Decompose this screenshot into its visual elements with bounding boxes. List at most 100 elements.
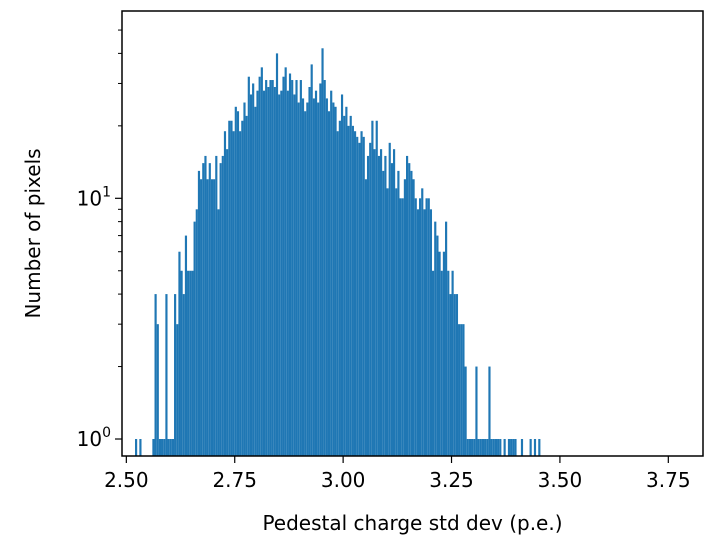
- histogram-bar: [475, 366, 478, 456]
- histogram-bar: [503, 439, 506, 456]
- histogram-bar: [165, 294, 168, 456]
- histogram-bar: [232, 131, 235, 456]
- histogram-bar: [301, 98, 305, 457]
- histogram-bar: [514, 439, 517, 456]
- histogram-bar: [462, 324, 465, 456]
- histogram-bar: [369, 142, 372, 456]
- histogram-bar: [379, 149, 383, 457]
- histogram-bar: [269, 80, 272, 456]
- histogram-bar: [219, 163, 222, 456]
- histogram-bar: [408, 163, 411, 456]
- histogram-bar: [167, 439, 170, 456]
- histogram-bar: [399, 198, 402, 456]
- histogram-bar: [477, 439, 480, 456]
- axes-frame: [121, 10, 704, 457]
- histogram-bar: [284, 67, 287, 456]
- histogram-bar: [184, 235, 188, 456]
- histogram-bar: [382, 170, 385, 456]
- histogram-bar: [429, 209, 433, 456]
- histogram-bar: [347, 125, 350, 456]
- histogram-bar: [156, 324, 159, 456]
- histogram-bar: [464, 366, 467, 456]
- y-tick-label: 100: [77, 425, 111, 451]
- histogram-bar: [412, 179, 415, 456]
- histogram-bar: [169, 439, 172, 456]
- histogram-bar: [330, 90, 333, 457]
- histogram-bar: [215, 155, 218, 457]
- histogram-bar: [247, 76, 250, 457]
- x-tick-label: 3.75: [646, 468, 691, 492]
- histogram-bar: [293, 94, 296, 456]
- histogram-bar: [371, 120, 374, 456]
- histogram-bar: [163, 439, 166, 456]
- histogram-bar: [280, 90, 283, 457]
- histogram-bar: [174, 294, 177, 456]
- histogram-bar: [440, 270, 443, 456]
- histogram-bar: [317, 102, 320, 457]
- y-tick-label: 101: [77, 184, 111, 210]
- histogram-bar: [529, 439, 532, 456]
- histogram-bar: [273, 87, 276, 456]
- histogram-bar: [286, 90, 289, 457]
- histogram-bar: [139, 439, 142, 456]
- histogram-bar: [312, 98, 315, 457]
- histogram-bar: [297, 102, 300, 457]
- histogram-bar: [152, 439, 155, 456]
- x-tick-label: 2.75: [212, 468, 257, 492]
- histogram-bar: [340, 94, 344, 456]
- histogram-bar: [366, 155, 370, 457]
- histogram-bar: [460, 324, 463, 456]
- histogram-bar: [349, 115, 352, 456]
- histogram-bar: [265, 80, 268, 456]
- histogram-bar: [442, 251, 446, 456]
- histogram-bar: [256, 90, 259, 457]
- histogram-bar: [520, 439, 524, 456]
- histogram-bar: [434, 221, 437, 456]
- histogram-bar: [449, 294, 452, 456]
- histogram-bar: [423, 209, 426, 456]
- histogram-bar: [479, 439, 482, 456]
- histogram-bar: [334, 106, 337, 456]
- histogram-bar: [336, 131, 339, 456]
- histogram-bar: [200, 179, 203, 456]
- histogram-bar: [226, 149, 229, 457]
- histogram-bar: [171, 439, 175, 456]
- histogram-bar: [306, 102, 309, 457]
- histogram-bar: [197, 170, 201, 456]
- histogram-bar: [239, 131, 242, 456]
- histogram-bar: [358, 142, 361, 456]
- histogram-bar: [236, 111, 240, 457]
- histogram-bar: [195, 209, 198, 456]
- histogram-bar: [202, 163, 205, 456]
- histogram-bar: [213, 179, 216, 456]
- histogram-bar: [345, 106, 348, 456]
- histogram-bar: [375, 120, 378, 456]
- histogram-bar: [299, 80, 302, 456]
- histogram-bar: [499, 439, 502, 456]
- histogram-bar: [230, 120, 233, 456]
- histogram-bar: [473, 439, 476, 456]
- histogram-bar: [323, 80, 326, 456]
- x-tick-label: 3.25: [429, 468, 474, 492]
- histogram-bar: [158, 439, 162, 456]
- histogram-bar: [481, 439, 485, 456]
- histogram-bar: [180, 270, 183, 456]
- histogram-bar: [397, 170, 400, 456]
- histogram-bar: [414, 198, 417, 456]
- histogram-bar: [471, 439, 474, 456]
- x-axis-label: Pedestal charge std dev (p.e.): [262, 511, 562, 535]
- histogram-bar: [421, 188, 424, 456]
- histogram-bar: [490, 439, 493, 456]
- histogram-bar: [497, 439, 500, 456]
- histogram-bar: [228, 120, 231, 456]
- histogram-bar: [161, 439, 164, 456]
- histogram-bar: [488, 366, 491, 456]
- histogram-bar: [486, 439, 489, 456]
- histogram-bar: [427, 198, 430, 456]
- histogram-bar: [447, 270, 450, 456]
- histogram-bar: [282, 76, 285, 457]
- histogram-bar: [360, 131, 363, 456]
- histogram-bar: [206, 179, 209, 456]
- histogram-bar: [178, 251, 181, 456]
- histogram-bar: [494, 439, 498, 456]
